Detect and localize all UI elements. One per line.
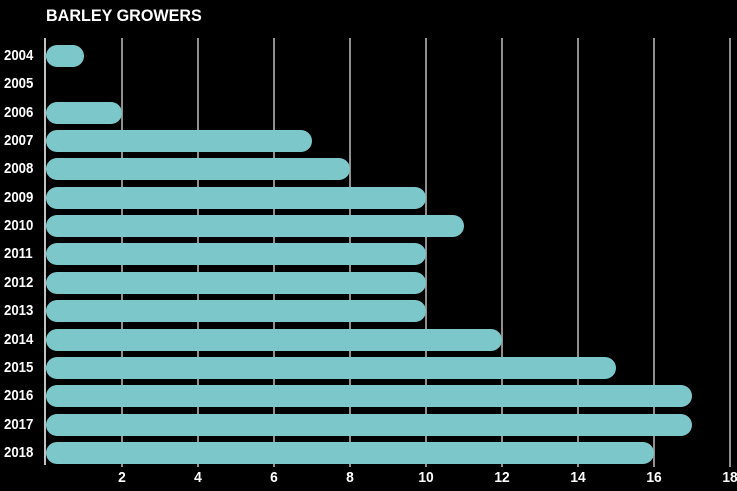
bar-2011 [46, 243, 426, 266]
gridline-16 [653, 38, 655, 467]
y-tick-label-2009: 2009 [4, 188, 34, 206]
chart-title: BARLEY GROWERS [46, 6, 202, 25]
y-tick-label-2007: 2007 [4, 132, 34, 150]
y-tick-label-2008: 2008 [4, 160, 34, 178]
x-tick-label-14: 14 [570, 469, 586, 486]
gridline-14 [577, 38, 579, 467]
bar-2017 [46, 413, 692, 436]
y-tick-label-2012: 2012 [4, 273, 34, 291]
gridline-18 [729, 38, 731, 467]
x-tick-label-6: 6 [270, 469, 278, 486]
y-axis-line [44, 38, 46, 465]
y-tick-label-2011: 2011 [4, 245, 33, 263]
bar-2016 [46, 385, 692, 408]
x-tick-label-8: 8 [346, 469, 354, 486]
bar-2012 [46, 271, 426, 294]
x-tick-label-18: 18 [722, 469, 737, 486]
x-tick-label-4: 4 [194, 469, 202, 486]
y-tick-label-2015: 2015 [4, 358, 34, 376]
y-tick-label-2017: 2017 [4, 415, 34, 433]
bar-2013 [46, 300, 426, 323]
y-tick-label-2006: 2006 [4, 103, 34, 121]
bar-2007 [46, 130, 312, 153]
gridline-10 [425, 38, 427, 467]
x-tick-label-2: 2 [118, 469, 126, 486]
bar-2009 [46, 186, 426, 209]
chart-plot-area [44, 38, 731, 467]
bar-2010 [46, 215, 464, 238]
bar-2014 [46, 328, 502, 351]
y-tick-label-2016: 2016 [4, 387, 34, 405]
bar-2006 [46, 101, 122, 124]
bar-2008 [46, 158, 350, 181]
y-tick-label-2005: 2005 [4, 75, 34, 93]
y-tick-label-2013: 2013 [4, 302, 34, 320]
x-tick-label-12: 12 [494, 469, 510, 486]
y-tick-label-2018: 2018 [4, 443, 34, 461]
x-tick-label-10: 10 [418, 469, 434, 486]
y-tick-label-2010: 2010 [4, 217, 34, 235]
bar-2004 [46, 45, 84, 67]
bar-2015 [46, 356, 616, 379]
y-tick-label-2004: 2004 [4, 47, 34, 64]
y-tick-label-2014: 2014 [4, 330, 34, 348]
bar-2018 [46, 441, 654, 464]
x-tick-label-16: 16 [646, 469, 662, 486]
gridline-12 [501, 38, 503, 467]
